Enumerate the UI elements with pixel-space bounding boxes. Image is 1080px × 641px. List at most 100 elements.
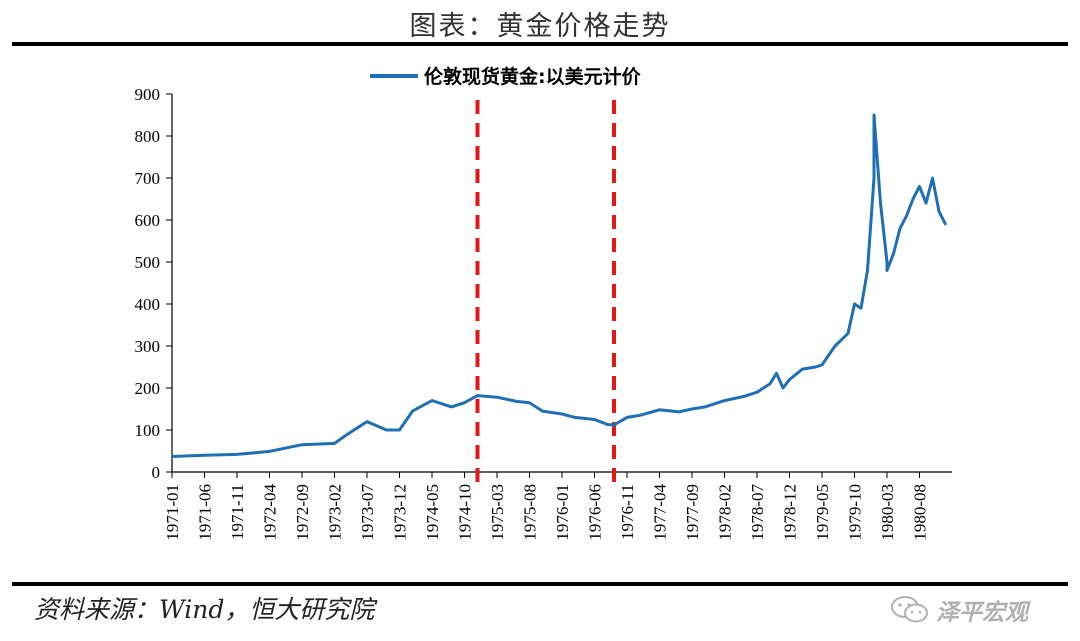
series-line-0 [171, 113, 947, 458]
series-point-1980-04 [892, 252, 895, 255]
x-tick-label-1974-10: 1974-10 [456, 484, 475, 541]
series-point-1979-05 [820, 363, 824, 367]
x-tick-label-1976-11: 1976-11 [618, 484, 637, 540]
series-point-1980-02 [879, 202, 882, 205]
wechat-icon [891, 596, 928, 623]
series-point-1977-07 [677, 410, 681, 414]
series-point-1979-10 [853, 302, 856, 306]
annotation-lines [475, 100, 616, 482]
x-tick-label-1972-09: 1972-09 [293, 484, 312, 541]
series-point-1975-03 [495, 396, 499, 399]
watermark-text: 泽平宏观 [936, 600, 1028, 626]
series-point-1980-07 [911, 197, 915, 201]
x-tick-label-1975-03: 1975-03 [488, 484, 507, 541]
y-axis: 0 100 200 300 400 500 600 700 800 900 [135, 85, 173, 482]
series-point-1980-01 [872, 176, 876, 180]
x-tick-label-1980-03: 1980-03 [878, 484, 897, 541]
legend: 伦敦现货黄金:以美元计价 [370, 65, 642, 88]
x-tick-label-1978-07: 1978-07 [748, 484, 767, 541]
series-point-1976-03 [573, 416, 577, 419]
series-point-1978-07 [755, 391, 759, 394]
x-tick-label-1973-12: 1973-12 [391, 484, 410, 541]
x-tick-label-1976-01: 1976-01 [553, 484, 572, 541]
series-point-1974-08 [450, 405, 453, 409]
x-tick-label-1973-07: 1973-07 [358, 484, 377, 541]
y-tick-label-600: 600 [135, 211, 161, 230]
series-point-1979-02 [801, 367, 804, 371]
x-tick-label-1979-05: 1979-05 [813, 484, 832, 541]
watermark: 泽平宏观 [890, 590, 1060, 630]
y-tick-label-400: 400 [135, 295, 161, 314]
series-point-1980-05 [898, 227, 902, 230]
series-point-1976-09 [612, 423, 616, 427]
source-note: 资料来源：Wind，恒大研究院 [34, 595, 375, 624]
y-tick-label-900: 900 [135, 85, 161, 104]
x-tick-label-1977-04: 1977-04 [651, 484, 670, 541]
series-point-1972-04 [268, 450, 271, 453]
series-point-1980-01 [872, 113, 876, 117]
x-tick-label-1973-02: 1973-02 [326, 484, 345, 541]
x-tick-label-1979-10: 1979-10 [846, 484, 865, 541]
x-tick-label-1971-06: 1971-06 [196, 484, 215, 541]
series-point-1976-08 [606, 423, 609, 426]
series-point-1978-10 [775, 372, 778, 375]
y-tick-label-700: 700 [135, 169, 161, 188]
series-point-1973-12 [398, 428, 401, 432]
series-point-1980-03 [885, 269, 889, 272]
series-point-1971-01 [170, 455, 174, 458]
series-point-1979-09 [846, 332, 850, 335]
series-point-1975-10 [541, 409, 544, 413]
x-tick-label-1974-05: 1974-05 [423, 484, 442, 541]
legend-label: 伦敦现货黄金:以美元计价 [424, 65, 642, 88]
series-point-1976-11 [625, 416, 629, 419]
series-point-1978-05 [742, 395, 746, 398]
series-point-1980-03 [885, 260, 889, 264]
series-point-1973-10 [385, 428, 388, 432]
gold-price-chart: 伦敦现货黄金:以美元计价 0 100 200 300 400 500 600 700 800 90… [135, 65, 952, 541]
x-tick-label-1971-01: 1971-01 [163, 484, 182, 541]
series-point-1971-11 [235, 453, 239, 456]
series-point-1978-11 [781, 386, 785, 390]
y-tick-label-500: 500 [135, 253, 161, 272]
x-tick-label-1980-08: 1980-08 [911, 484, 930, 541]
y-tick-label-300: 300 [135, 337, 161, 356]
x-tick-label-1978-02: 1978-02 [716, 484, 735, 541]
series-point-1975-06 [515, 400, 518, 403]
series-point-1978-12 [788, 378, 791, 381]
x-tick-label-1977-09: 1977-09 [683, 484, 702, 541]
x-tick-label-1976-06: 1976-06 [586, 484, 605, 541]
series-point-1976-01 [560, 412, 564, 416]
series-point-1975-08 [528, 401, 531, 404]
series-point-1979-04 [814, 365, 817, 369]
series-point-1977-01 [638, 414, 642, 417]
series-point-1980-10 [931, 176, 934, 180]
series-point-1974-02 [411, 409, 414, 413]
bottom-rule [12, 582, 1068, 586]
series-point-1979-11 [859, 307, 863, 310]
series-point-1977-04 [658, 408, 661, 411]
series-point-1980-08 [918, 185, 921, 188]
x-tick-label-1972-04: 1972-04 [261, 484, 280, 541]
x-tick-label-1971-11: 1971-11 [228, 484, 247, 540]
series-point-1974-10 [463, 401, 466, 404]
series-point-1978-02 [723, 399, 726, 402]
series-point-1974-05 [430, 399, 434, 402]
x-axis: 1971-01 1971-06 1971-11 1972-04 1972-09 1973-… [163, 471, 952, 541]
series-point-1979-07 [833, 344, 837, 348]
series-point-1973-07 [365, 420, 369, 423]
series-point-1980-11 [937, 210, 941, 213]
x-tick-label-1975-08: 1975-08 [521, 484, 540, 541]
series-point-1977-09 [690, 407, 694, 411]
y-tick-label-200: 200 [135, 379, 161, 398]
series-group [170, 113, 947, 458]
series-point-1978-09 [768, 382, 772, 385]
series-point-1980-09 [924, 202, 928, 205]
top-rule [12, 42, 1068, 46]
series-point-1980-06 [905, 214, 908, 217]
series-point-1973-02 [333, 442, 336, 445]
series-point-1973-04 [346, 433, 349, 436]
y-tick-label-100: 100 [135, 421, 161, 440]
series-point-1977-11 [703, 405, 707, 409]
series-point-1974-12 [476, 394, 479, 397]
series-point-1976-06 [593, 418, 596, 421]
